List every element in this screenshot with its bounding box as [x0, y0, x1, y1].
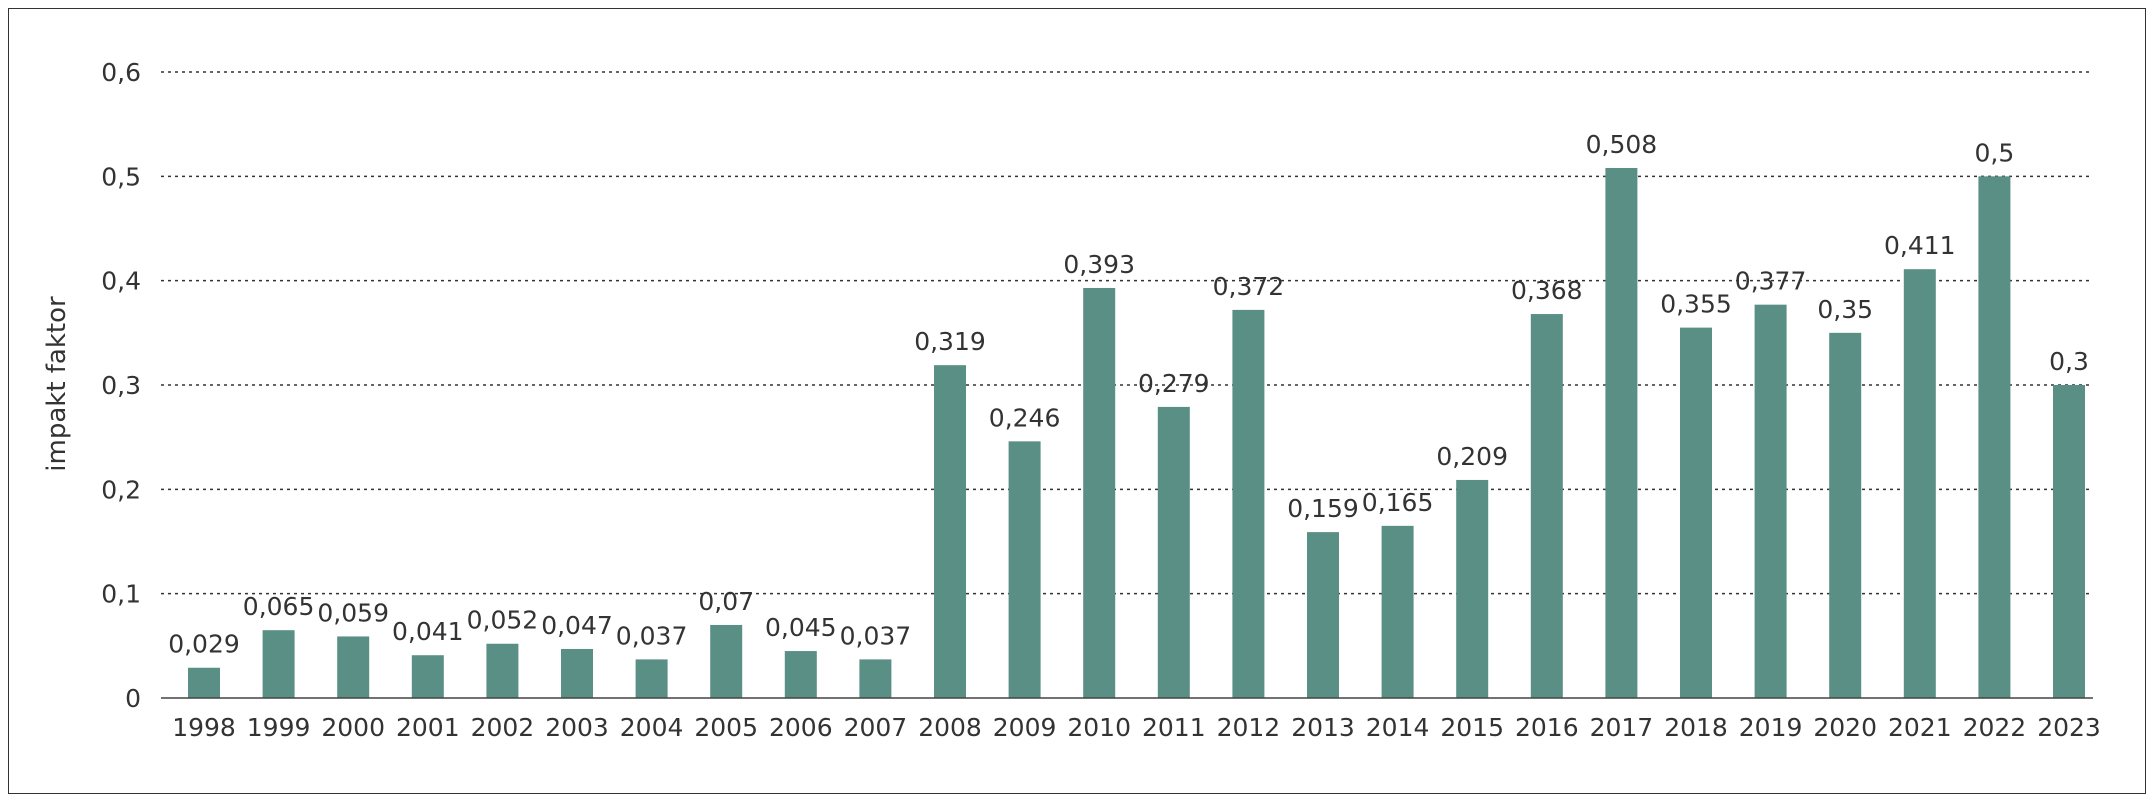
data-label-2005: 0,07	[698, 587, 754, 616]
data-label-2001: 0,041	[392, 617, 464, 646]
bar-2008	[934, 365, 966, 698]
y-tick-label: 0,1	[101, 580, 141, 609]
data-label-2012: 0,372	[1213, 272, 1285, 301]
x-tick-label-2019: 2019	[1739, 713, 1803, 742]
data-label-2003: 0,047	[541, 611, 613, 640]
x-tick-label-2012: 2012	[1217, 713, 1281, 742]
bar-2018	[1680, 327, 1712, 698]
bar-1998	[188, 667, 220, 698]
bar-2001	[411, 655, 444, 698]
y-tick-label: 0,4	[101, 267, 141, 296]
x-tick-label-2016: 2016	[1515, 713, 1579, 742]
bar-2016	[1530, 314, 1563, 698]
bar-2004	[635, 659, 668, 698]
x-tick-label-2006: 2006	[769, 713, 833, 742]
x-tick-label-2001: 2001	[396, 713, 460, 742]
chart-frame: 0,029 0,065 0,059 0,041 0,052 0,047 0,037 0,07 0…	[8, 8, 2146, 794]
data-label-2000: 0,059	[317, 598, 389, 627]
bar-2022	[1978, 176, 2011, 699]
bar-2017	[1605, 167, 1638, 698]
x-tick-label-2017: 2017	[1590, 713, 1654, 742]
bar-2002	[486, 643, 519, 698]
data-label-2019: 0,377	[1735, 267, 1807, 296]
x-tick-label-2007: 2007	[844, 713, 908, 742]
gridlines	[161, 71, 2093, 595]
x-tick-labels: 1998 1999 2000 2001 2002 2003 2004 2005 2006 2007…	[172, 713, 2101, 742]
x-tick-label-2005: 2005	[694, 713, 758, 742]
x-tick-label-2000: 2000	[321, 713, 385, 742]
bar-2014	[1381, 525, 1414, 698]
bar-2007	[859, 659, 892, 698]
data-label-2006: 0,045	[765, 613, 837, 642]
x-tick-label-2003: 2003	[545, 713, 609, 742]
data-label-2013: 0,159	[1287, 494, 1359, 523]
x-tick-label-2020: 2020	[1813, 713, 1877, 742]
x-tick-label-1999: 1999	[247, 713, 311, 742]
data-label-2020: 0,35	[1817, 295, 1873, 324]
x-tick-label-2021: 2021	[1888, 713, 1952, 742]
bar-2020	[1829, 332, 1862, 698]
x-tick-label-1998: 1998	[172, 713, 236, 742]
bar-2021	[1903, 269, 1936, 698]
bar-2015	[1456, 479, 1489, 698]
bar-2005	[710, 624, 743, 698]
bar-2013	[1307, 532, 1339, 698]
data-label-2002: 0,052	[467, 606, 539, 635]
data-label-2009: 0,246	[989, 403, 1061, 432]
x-tick-label-2009: 2009	[993, 713, 1057, 742]
bar-2019	[1754, 304, 1787, 698]
x-tick-label-2023: 2023	[2037, 713, 2101, 742]
y-tick-label: 0,3	[101, 371, 141, 400]
data-label-2011: 0,279	[1138, 369, 1210, 398]
x-tick-label-2022: 2022	[1963, 713, 2027, 742]
data-label-2021: 0,411	[1884, 231, 1956, 260]
bar-2011	[1157, 406, 1190, 698]
data-label-2007: 0,037	[840, 621, 912, 650]
bars	[188, 167, 2085, 699]
bar-2012	[1232, 309, 1265, 698]
data-label-2008: 0,319	[914, 327, 986, 356]
data-label-2010: 0,393	[1063, 250, 1135, 279]
data-label-2018: 0,355	[1660, 290, 1732, 319]
x-tick-label-2013: 2013	[1291, 713, 1355, 742]
x-tick-label-2004: 2004	[620, 713, 684, 742]
x-tick-label-2011: 2011	[1142, 713, 1206, 742]
x-tick-label-2002: 2002	[471, 713, 535, 742]
y-axis-label: impakt faktor	[42, 296, 72, 472]
y-tick-labels: 0 0,1 0,2 0,3 0,4 0,5 0,6	[101, 58, 141, 713]
bar-2000	[337, 636, 370, 698]
data-label-2014: 0,165	[1362, 488, 1434, 517]
x-tick-label-2015: 2015	[1440, 713, 1504, 742]
bar-2003	[561, 648, 593, 698]
x-tick-label-2008: 2008	[918, 713, 982, 742]
x-tick-label-2010: 2010	[1067, 713, 1131, 742]
data-label-2004: 0,037	[616, 621, 688, 650]
data-label-1998: 0,029	[168, 630, 240, 659]
bar-1999	[262, 630, 295, 698]
bar-2006	[784, 651, 817, 698]
x-tick-label-2014: 2014	[1366, 713, 1430, 742]
data-label-2022: 0,5	[1975, 138, 2015, 167]
bar-2010	[1083, 287, 1116, 698]
data-label-2016: 0,368	[1511, 276, 1583, 305]
y-tick-label: 0,5	[101, 162, 141, 191]
x-tick-label-2018: 2018	[1664, 713, 1728, 742]
bar-2009	[1008, 441, 1041, 698]
data-label-2015: 0,209	[1436, 442, 1508, 471]
y-tick-label: 0,6	[101, 58, 141, 87]
y-tick-label: 0	[125, 684, 141, 713]
data-label-2017: 0,508	[1586, 130, 1658, 159]
y-tick-label: 0,2	[101, 475, 141, 504]
bar-2023	[2053, 385, 2085, 698]
data-label-2023: 0,3	[2049, 347, 2089, 376]
data-label-1999: 0,065	[243, 592, 315, 621]
